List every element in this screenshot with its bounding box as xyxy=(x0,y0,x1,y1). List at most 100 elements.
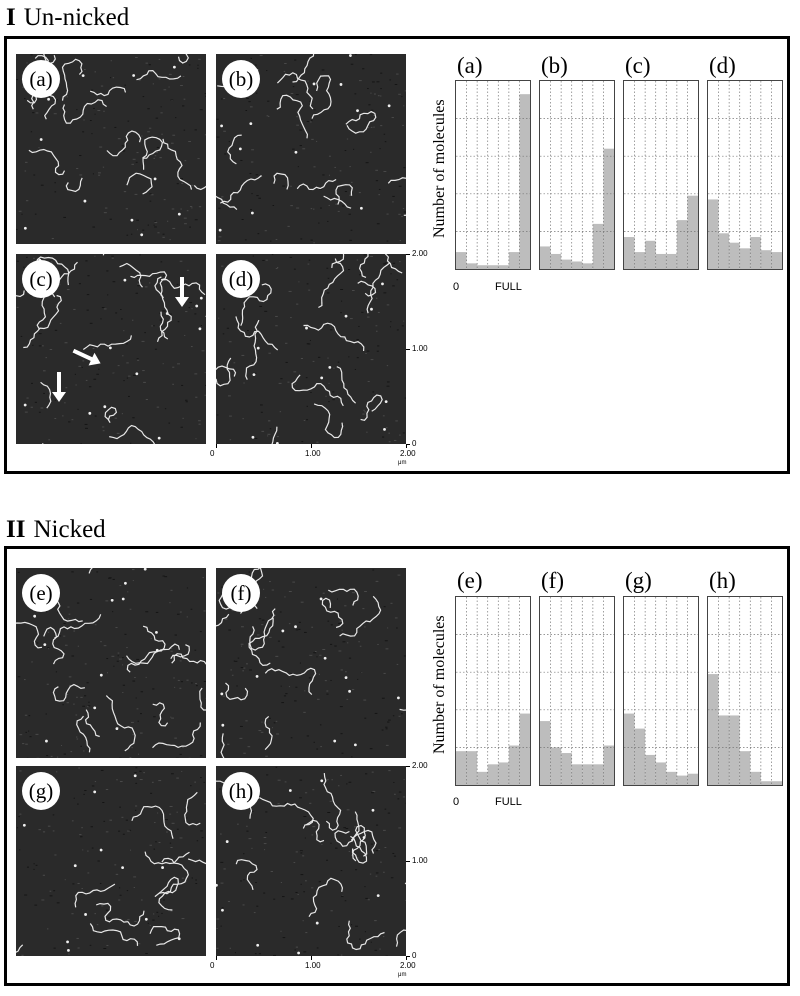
dna-molecule xyxy=(109,424,156,444)
scale-unit: μm xyxy=(398,460,407,466)
histogram-svg xyxy=(455,596,531,786)
scale-tick xyxy=(311,956,312,960)
dna-molecule xyxy=(323,773,342,831)
histogram-border xyxy=(455,596,531,786)
dna-molecule xyxy=(216,613,230,627)
panel-label: (b) xyxy=(222,60,260,98)
histogram-bar xyxy=(729,715,740,785)
histogram-bar xyxy=(603,745,614,785)
dna-molecule xyxy=(82,335,132,350)
histogram-border xyxy=(707,80,783,270)
dna-molecule xyxy=(296,178,337,191)
x-end-label: FULL xyxy=(495,281,522,293)
histogram-bar xyxy=(718,715,730,785)
panel-label: (a) xyxy=(22,60,60,98)
dna-molecule xyxy=(331,254,345,268)
dna-molecule xyxy=(126,172,153,195)
dna-molecule xyxy=(227,134,242,165)
histogram-bar xyxy=(739,248,751,269)
histogram-bar xyxy=(603,148,614,269)
histogram-svg xyxy=(707,596,783,786)
scale-x-label: 0 xyxy=(210,961,215,970)
dna-molecule xyxy=(305,819,325,843)
histogram-bar xyxy=(550,747,562,785)
x-end-label: FULL xyxy=(495,796,522,808)
dna-molecule xyxy=(154,276,172,342)
histogram-bar xyxy=(498,265,509,269)
afm-texture xyxy=(216,54,406,244)
panel-label: (c) xyxy=(22,260,60,298)
histogram-bar xyxy=(666,771,677,785)
histogram-bar xyxy=(571,764,583,785)
dna-molecule xyxy=(358,254,403,278)
histogram-svg xyxy=(455,80,531,270)
histogram-label: (d) xyxy=(709,53,736,78)
histogram-border xyxy=(623,80,699,270)
histogram-bar xyxy=(739,751,751,785)
dna-molecule xyxy=(23,294,62,349)
afm-image: (g) xyxy=(16,766,206,956)
dna-molecule xyxy=(334,811,360,847)
y-axis-label: Number of molecules xyxy=(431,99,448,238)
dna-molecule xyxy=(149,926,181,946)
dna-molecule xyxy=(276,94,309,139)
scale-tick xyxy=(406,349,410,350)
afm-texture xyxy=(16,54,206,241)
dna-molecule xyxy=(84,709,100,738)
histogram-bar xyxy=(718,233,730,269)
histogram-bar xyxy=(729,242,740,269)
dna-molecule xyxy=(303,322,365,352)
dna-molecule xyxy=(126,643,180,673)
histogram-bar xyxy=(456,751,467,785)
afm-image: (b) xyxy=(216,54,406,244)
dna-molecule xyxy=(313,403,344,439)
dna-molecule xyxy=(90,86,127,97)
histogram-border xyxy=(539,596,615,786)
dna-molecule xyxy=(159,311,169,340)
histogram-label: (c) xyxy=(625,53,651,78)
dna-molecule xyxy=(220,175,262,204)
dna-molecule xyxy=(65,177,83,193)
dna-molecule xyxy=(96,902,145,927)
histogram-bar xyxy=(508,745,520,785)
scale-tick xyxy=(406,444,410,445)
afm-image: (a) xyxy=(16,54,206,244)
scale-tick xyxy=(311,444,312,448)
dna-molecule xyxy=(16,290,25,298)
histogram-border xyxy=(623,596,699,786)
arrow-icon xyxy=(42,370,76,404)
dna-molecule xyxy=(159,278,206,299)
panel-label: (g) xyxy=(22,772,60,810)
histogram-bar xyxy=(561,753,572,785)
dna-molecule xyxy=(119,262,143,288)
histogram-svg xyxy=(539,80,615,270)
histogram-svg xyxy=(707,80,783,270)
panel-label: (f) xyxy=(222,574,260,612)
histogram-bar xyxy=(519,94,530,269)
histogram-bar xyxy=(750,771,761,785)
histogram-bar xyxy=(582,263,593,269)
dna-molecule xyxy=(52,595,83,623)
dna-molecule xyxy=(16,944,24,953)
histogram-bar xyxy=(687,195,698,269)
dna-molecule xyxy=(184,791,201,826)
histogram-label: (e) xyxy=(457,568,483,593)
dna-molecule xyxy=(235,859,258,891)
histogram-bar xyxy=(655,762,667,785)
histogram-bar xyxy=(750,237,761,269)
dna-molecule xyxy=(177,54,189,64)
section-title: II Nicked xyxy=(6,516,106,544)
dna-molecule xyxy=(142,136,164,170)
histogram-svg xyxy=(539,596,615,786)
section-title: I Un-nicked xyxy=(6,4,129,32)
dna-molecule xyxy=(193,184,206,191)
histogram-bar xyxy=(687,773,698,785)
scale-x-label: 1.00 xyxy=(305,449,321,458)
dna-molecule xyxy=(16,621,43,649)
section-numeral: II xyxy=(6,516,26,543)
histogram-bar xyxy=(477,265,488,269)
dna-molecule xyxy=(357,280,377,297)
scale-x-label: 2.00 xyxy=(400,961,416,970)
arrow-icon xyxy=(70,340,104,374)
section-name: Un-nicked xyxy=(23,4,130,31)
